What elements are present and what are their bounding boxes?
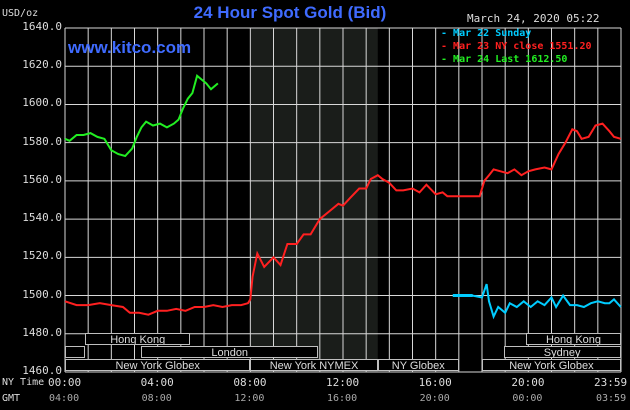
session-box: Sydney <box>503 346 621 358</box>
y-tick-label: 1500.0 <box>22 287 62 301</box>
session-box <box>65 346 86 358</box>
ny-time-label: NY Time <box>2 377 45 388</box>
x-tick-label-ny: 00:00 <box>48 376 82 389</box>
session-box: New York Globex <box>482 359 621 371</box>
session-box: New York NYMEX <box>250 359 378 371</box>
gmt-label: GMT <box>2 393 21 404</box>
x-tick-label-gmt: 20:00 <box>419 393 450 404</box>
legend: - Mar 22 Sunday - Mar 23 NY close 1551.2… <box>441 27 592 66</box>
session-box: NY Globex <box>377 359 459 371</box>
x-tick-label-ny: 04:00 <box>140 376 174 389</box>
website-link[interactable]: www.kitco.com <box>68 38 192 57</box>
nymex-shade <box>250 28 378 372</box>
legend-item: - Mar 22 Sunday <box>441 28 532 39</box>
y-tick-label: 1600.0 <box>22 96 62 110</box>
session-box: Hong Kong <box>526 333 621 345</box>
session-box: Hong Kong <box>85 333 191 345</box>
y-tick-label: 1580.0 <box>22 134 62 148</box>
y-tick-label: 1460.0 <box>22 364 62 377</box>
x-tick-label-gmt: 12:00 <box>234 393 265 404</box>
x-tick-label-gmt: 04:00 <box>49 393 80 404</box>
y-tick-label: 1620.0 <box>22 58 62 72</box>
y-tick-label: 1640.0 <box>22 20 62 33</box>
unit-label: USD/oz <box>2 8 39 19</box>
y-tick-label: 1560.0 <box>22 172 62 186</box>
y-tick-label: 1540.0 <box>22 211 62 225</box>
series-line-3 <box>64 74 219 158</box>
datestamp: March 24, 2020 05:22 <box>467 12 600 25</box>
y-tick-label: 1480.0 <box>22 325 62 339</box>
x-tick-label-ny: 12:00 <box>326 376 360 389</box>
legend-item: - Mar 23 NY close 1551.20 <box>441 41 592 52</box>
y-tick-label: 1520.0 <box>22 249 62 263</box>
series-line-1 <box>472 283 622 320</box>
session-box: New York Globex <box>65 359 251 371</box>
series-line-2 <box>64 122 622 316</box>
x-tick-label-gmt: 08:00 <box>141 393 172 404</box>
x-tick-label-gmt: 16:00 <box>327 393 358 404</box>
session-box: London <box>140 346 319 358</box>
x-tick-label-gmt: 00:00 <box>512 393 543 404</box>
x-tick-label-gmt: 03:59 <box>596 393 627 404</box>
legend-item: - Mar 24 Last 1612.50 <box>441 54 568 65</box>
x-tick-label-ny: 16:00 <box>418 376 452 389</box>
x-tick-label-ny: 20:00 <box>511 376 545 389</box>
x-tick-label-ny: 08:00 <box>233 376 267 389</box>
x-tick-label-ny: 23:59 <box>594 376 628 389</box>
